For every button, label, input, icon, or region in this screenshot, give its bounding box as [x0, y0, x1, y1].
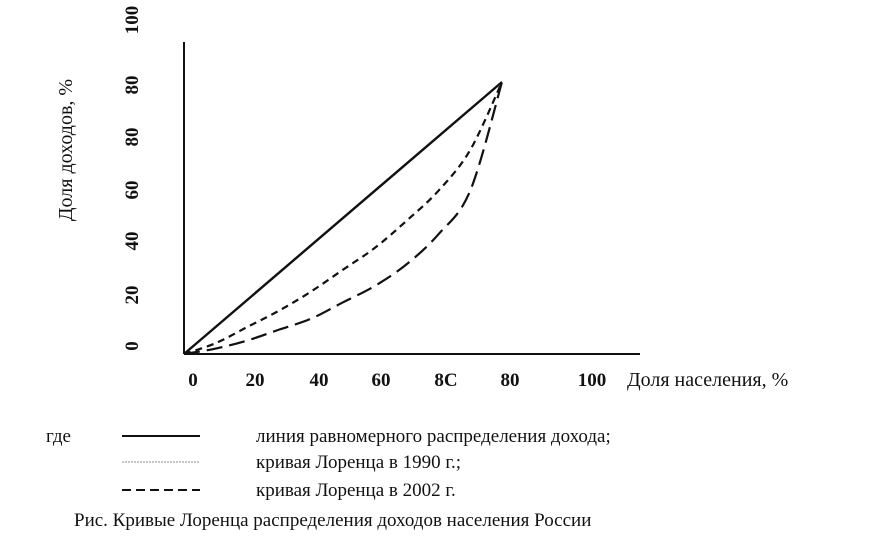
y-axis-title: Доля доходов, %: [55, 79, 77, 221]
y-tick-label: 0: [122, 341, 143, 351]
x-tick-label: 60: [372, 370, 391, 391]
y-tick-labels: 0 20 40 60 80 80 100: [122, 6, 143, 351]
legend-label-0: линия равномерного распределения дохода;: [256, 426, 611, 447]
axes: [183, 42, 640, 355]
series-line-0: [183, 81, 503, 355]
figure-caption: Рис. Кривые Лоренца распределения доходо…: [74, 510, 591, 531]
legend: где линия равномерного распределения дох…: [46, 426, 611, 501]
legend-label-2: кривая Лоренца в 2002 г.: [256, 480, 456, 501]
legend-label-1: кривая Лоренца в 1990 г.;: [256, 452, 461, 473]
y-tick-label: 80: [122, 128, 143, 147]
y-tick-label: 20: [122, 286, 143, 305]
series-line-2: [183, 81, 504, 356]
x-tick-label: 100: [578, 370, 607, 391]
y-tick-label: 100: [122, 6, 143, 35]
x-tick-label: 40: [310, 370, 329, 391]
x-tick-label: 20: [246, 370, 265, 391]
y-tick-label: 60: [122, 181, 143, 200]
x-tick-label: 0: [188, 370, 198, 391]
legend-prefix: где: [46, 426, 71, 447]
series-lines: [183, 81, 504, 356]
series-line-1: [183, 81, 503, 356]
x-tick-labels: 0 20 40 60 8C 80 100: [188, 370, 606, 391]
x-tick-label: 8C: [434, 370, 457, 391]
x-tick-label: 80: [501, 370, 520, 391]
x-axis-title: Доля населения, %: [627, 369, 788, 391]
y-tick-label: 80: [122, 76, 143, 95]
y-tick-label: 40: [122, 232, 143, 251]
